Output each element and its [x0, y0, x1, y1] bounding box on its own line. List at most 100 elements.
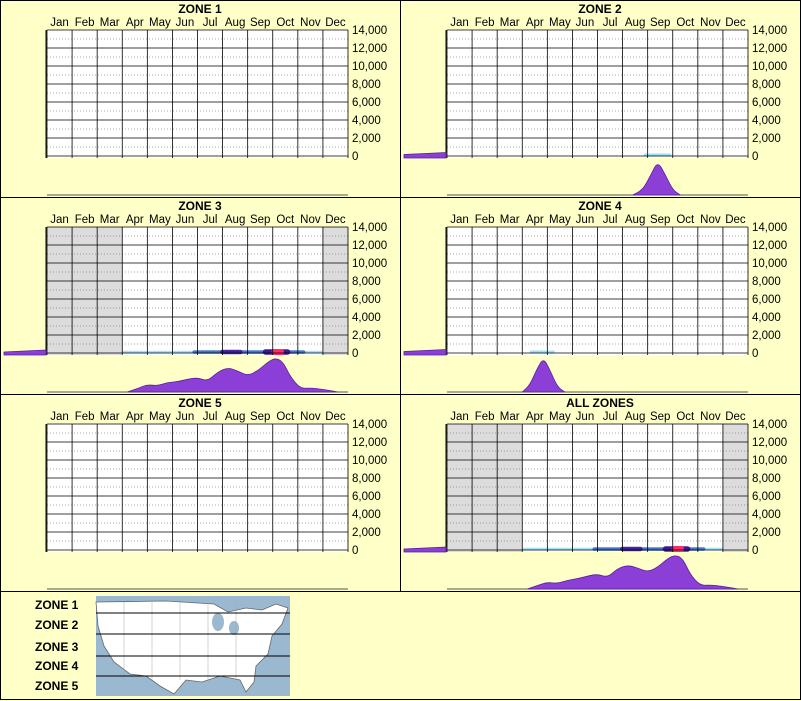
y-tick-label: 10,000: [352, 61, 387, 73]
shaded-month: [472, 424, 498, 552]
y-tick-label: 14,000: [352, 419, 387, 431]
month-label: Jan: [450, 214, 469, 226]
elevation-density: [3, 349, 47, 356]
month-label: Jan: [450, 411, 469, 423]
y-tick-label: 10,000: [752, 455, 787, 467]
y-tick-label: 14,000: [352, 222, 387, 234]
month-label: Aug: [625, 214, 645, 226]
elevation-density: [403, 152, 447, 159]
y-tick-label: 10,000: [352, 258, 387, 270]
month-label: Feb: [75, 214, 95, 226]
panel-title: ZONE 3: [178, 199, 222, 213]
month-density: [127, 358, 339, 393]
y-tick-label: 12,000: [352, 43, 387, 55]
legend-zone-label: ZONE 3: [35, 640, 79, 654]
y-tick-label: 0: [352, 151, 358, 163]
month-label: Mar: [500, 411, 520, 423]
month-label: Nov: [700, 17, 721, 29]
month-label: Dec: [325, 214, 346, 226]
chart-panel-1: ZONE 1 Jan Feb Mar Apr May Jun Jul Aug Sep Oct Nov D…: [0, 0, 401, 198]
y-tick-label: 4,000: [752, 312, 781, 324]
month-label: Nov: [300, 214, 321, 226]
y-tick-label: 4,000: [352, 312, 381, 324]
y-tick-label: 10,000: [752, 61, 787, 73]
month-density: [521, 360, 567, 393]
month-label: May: [549, 411, 571, 423]
month-label: Feb: [475, 411, 495, 423]
month-label: Jul: [203, 17, 218, 29]
zone-legend: ZONE 1 ZONE 2 ZONE 3 ZONE 4 ZONE 5: [0, 591, 801, 700]
month-label: Jul: [603, 17, 618, 29]
y-tick-label: 2,000: [352, 330, 381, 342]
month-density: [527, 555, 739, 590]
panel-title: ZONE 4: [578, 199, 622, 213]
month-label: Apr: [526, 214, 544, 226]
month-label: Aug: [225, 214, 245, 226]
month-label: Dec: [725, 411, 746, 423]
month-label: Oct: [276, 17, 295, 29]
y-tick-label: 6,000: [752, 491, 781, 503]
chart-panel-3: ZONE 3 Jan Feb Mar Apr May Jun Jul Aug Sep Oct Nov D…: [0, 197, 401, 395]
y-tick-label: 10,000: [352, 455, 387, 467]
shaded-month: [497, 424, 523, 552]
month-label: Mar: [500, 214, 520, 226]
y-tick-label: 0: [752, 151, 758, 163]
shaded-month: [47, 227, 73, 355]
month-label: Oct: [276, 411, 295, 423]
chart-panel-5: ZONE 5 Jan Feb Mar Apr May Jun Jul Aug Sep Oct Nov D…: [0, 394, 401, 592]
month-label: Jul: [203, 411, 218, 423]
month-label: May: [549, 17, 571, 29]
month-label: Sep: [250, 214, 270, 226]
heat-band: [271, 349, 285, 355]
month-label: May: [149, 17, 171, 29]
legend-zone-label: ZONE 5: [35, 679, 79, 693]
y-tick-label: 12,000: [752, 43, 787, 55]
y-tick-label: 8,000: [352, 79, 381, 91]
month-label: Apr: [126, 17, 144, 29]
month-label: Sep: [650, 17, 670, 29]
month-label: Aug: [625, 17, 645, 29]
y-tick-label: 14,000: [752, 419, 787, 431]
y-tick-label: 6,000: [352, 97, 381, 109]
month-label: Apr: [126, 214, 144, 226]
elevation-density: [403, 546, 447, 553]
y-tick-label: 0: [752, 545, 758, 557]
month-label: Oct: [676, 17, 695, 29]
month-label: Jun: [176, 411, 195, 423]
month-label: Nov: [300, 411, 321, 423]
month-label: Jul: [603, 214, 618, 226]
legend-map-lake: [229, 621, 239, 635]
y-tick-label: 0: [352, 545, 358, 557]
month-label: Apr: [526, 17, 544, 29]
y-tick-label: 8,000: [352, 276, 381, 288]
heat-band: [671, 546, 685, 552]
month-label: Feb: [475, 17, 495, 29]
shaded-month: [72, 227, 98, 355]
y-tick-label: 6,000: [352, 491, 381, 503]
month-label: Sep: [650, 411, 670, 423]
legend-map-lake: [212, 613, 224, 631]
month-label: Oct: [676, 411, 695, 423]
month-label: May: [149, 411, 171, 423]
month-label: Mar: [100, 17, 120, 29]
panel-title: ALL ZONES: [566, 396, 634, 410]
y-tick-label: 8,000: [752, 473, 781, 485]
month-label: Apr: [526, 411, 544, 423]
y-tick-label: 12,000: [352, 240, 387, 252]
month-label: Jul: [203, 214, 218, 226]
y-tick-label: 8,000: [752, 276, 781, 288]
month-label: Mar: [500, 17, 520, 29]
month-label: Jun: [576, 214, 595, 226]
y-tick-label: 8,000: [752, 79, 781, 91]
month-label: Feb: [75, 411, 95, 423]
month-density: [632, 164, 682, 196]
y-tick-label: 4,000: [352, 115, 381, 127]
month-label: Aug: [225, 17, 245, 29]
y-tick-label: 4,000: [352, 509, 381, 521]
y-tick-label: 4,000: [752, 509, 781, 521]
shaded-month: [97, 227, 123, 355]
chart-panel-6: ALL ZONES Jan Feb Mar Apr May Jun Jul Aug Sep Oct N…: [400, 394, 801, 592]
month-label: Jun: [176, 214, 195, 226]
y-tick-label: 8,000: [352, 473, 381, 485]
